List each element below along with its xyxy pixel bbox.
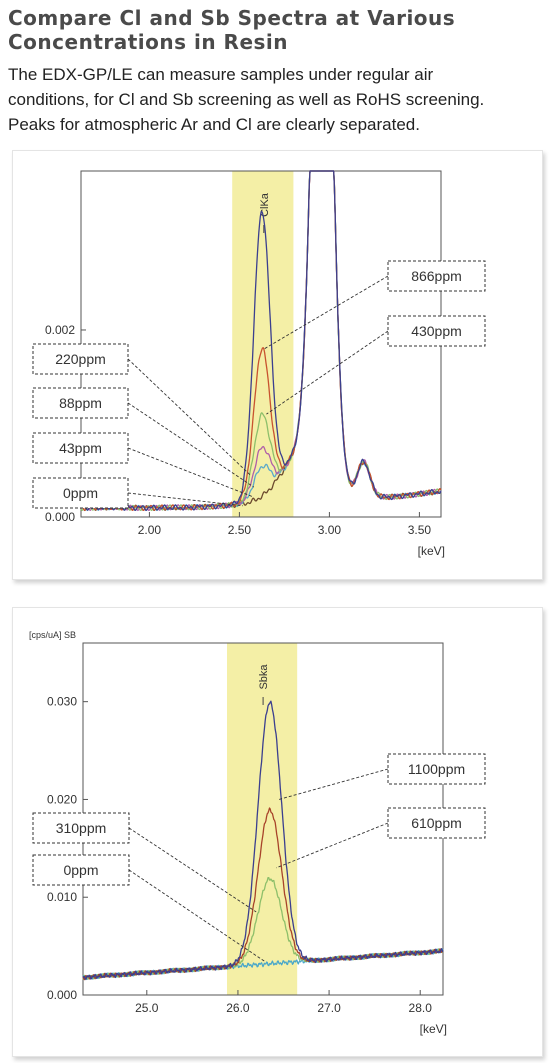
- series-line-866ppm: [80, 170, 442, 511]
- callout-label: 43ppm: [59, 440, 102, 456]
- callout-label: 0ppm: [63, 485, 98, 501]
- y-tick-label: 0.002: [45, 323, 75, 337]
- callout-box: [387, 753, 486, 785]
- description-line-3: Peaks for atmospheric Ar and Cl are clea…: [8, 115, 420, 134]
- description-line-2: conditions, for Cl and Sb screening as w…: [8, 90, 485, 109]
- callout-label: 88ppm: [59, 395, 102, 411]
- y-tick-label: 0.000: [45, 510, 75, 524]
- y-tick-label: 0.010: [47, 890, 77, 904]
- y-tick-label: 0.000: [47, 988, 77, 1002]
- callout-leader-line: [127, 358, 251, 476]
- description: The EDX-GP/LE can measure samples under …: [8, 62, 548, 137]
- callout-label: 1100ppm: [408, 761, 465, 777]
- callout-label: 610ppm: [411, 815, 462, 831]
- x-tick-label: 28.0: [409, 1001, 433, 1015]
- x-tick-label: 27.0: [317, 1001, 341, 1015]
- callout-leader-line: [264, 275, 389, 350]
- y-axis-unit-label: [cps/uA] SB: [29, 630, 76, 640]
- callout-label: 310ppm: [56, 820, 107, 836]
- peak-highlight-band: [227, 643, 298, 995]
- x-tick-label: 26.0: [226, 1001, 250, 1015]
- callout-label: 220ppm: [55, 351, 106, 367]
- x-tick-label: 2.00: [138, 523, 162, 537]
- callout-leader-line: [128, 869, 266, 963]
- callout-box: [32, 387, 129, 419]
- callout-label: 0ppm: [63, 862, 98, 878]
- page-title-line-1: Compare Cl and Sb Spectra at Various: [8, 6, 456, 30]
- peak-label: Sbka: [258, 664, 270, 690]
- x-axis-unit-label: [keV]: [420, 1022, 447, 1036]
- callout-box: [387, 260, 486, 292]
- callout-box: [387, 315, 486, 347]
- x-tick-label: 3.50: [408, 523, 432, 537]
- callout-leader-line: [127, 402, 255, 488]
- callout-leader-line: [128, 827, 257, 913]
- callout-leader-line: [127, 492, 244, 507]
- series-line-220ppm: [80, 170, 442, 512]
- sb-spectrum-panel: Sbka 25.0 26.0 27.0 28.0 0.000 0.010 0.020 0.030…: [12, 607, 543, 1057]
- series-line-1100ppm: [82, 700, 444, 981]
- callout-box: [32, 432, 129, 464]
- callout-leader-line: [276, 822, 389, 869]
- x-tick-label: 2.50: [228, 523, 252, 537]
- cl-spectrum-chart: ClKa 2.00 2.50 3.00 3.50 0.000 0.002 [keV] 866pp…: [32, 170, 486, 558]
- callout-box: [32, 812, 130, 844]
- callout-label: 430ppm: [411, 323, 462, 339]
- x-tick-label: 3.00: [318, 523, 342, 537]
- callout-label: 866ppm: [411, 268, 462, 284]
- callout-box: [32, 854, 130, 886]
- peak-label: ClKa: [259, 192, 271, 217]
- y-tick-label: 0.020: [47, 792, 77, 806]
- y-tick-label: 0.030: [47, 695, 77, 709]
- cl-spectrum-panel: ClKa 2.00 2.50 3.00 3.50 0.000 0.002 [keV] 866pp…: [12, 150, 543, 580]
- description-line-1: The EDX-GP/LE can measure samples under …: [8, 65, 434, 84]
- page-title-line-2: Concentrations in Resin: [8, 30, 289, 54]
- callout-leader-line: [127, 447, 253, 497]
- sb-spectrum-chart: Sbka 25.0 26.0 27.0 28.0 0.000 0.010 0.020 0.030…: [29, 630, 486, 1036]
- x-tick-label: 25.0: [135, 1001, 159, 1015]
- callout-leader-line: [278, 768, 389, 800]
- page-title: Compare Cl and Sb Spectra at Various Con…: [8, 6, 548, 54]
- series-line-430ppm: [80, 170, 442, 512]
- callout-box: [387, 807, 486, 839]
- callout-leader-line: [266, 330, 389, 415]
- x-axis-unit-label: [keV]: [418, 544, 445, 558]
- callout-box: [32, 477, 129, 509]
- callout-box: [32, 343, 129, 375]
